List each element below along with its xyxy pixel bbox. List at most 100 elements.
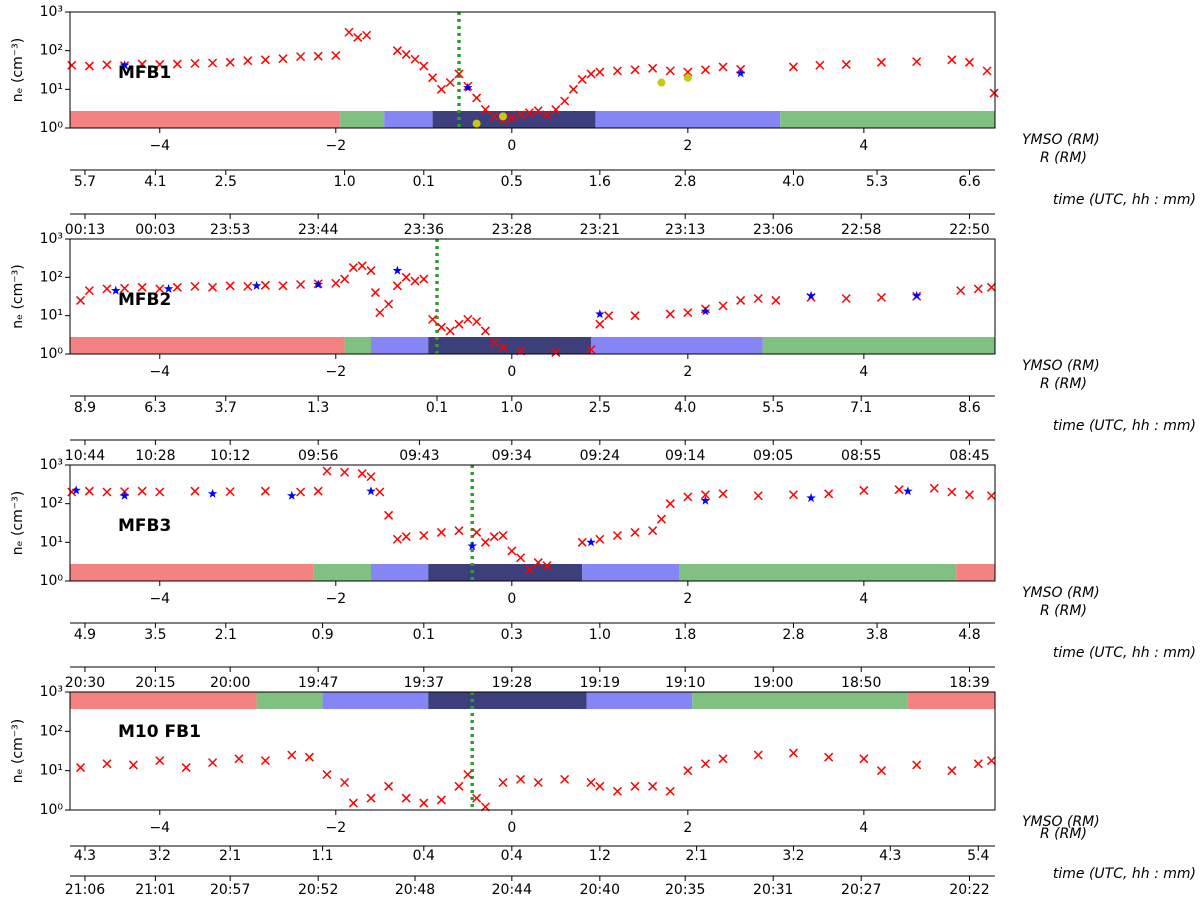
x-tick-label: 4 [859, 591, 868, 607]
cross-marker [454, 781, 464, 791]
y-tick-label: 10² [40, 723, 63, 739]
r-tick-label: 8.9 [74, 400, 96, 416]
cross-marker [841, 59, 851, 69]
star-marker [119, 60, 130, 70]
x-tick-label: 4 [859, 138, 868, 154]
r-tick-label: 3.7 [215, 400, 237, 416]
r-tick-label: 0.3 [501, 627, 523, 643]
star-marker [207, 488, 218, 498]
r-tick-label: 0.5 [501, 174, 523, 190]
star-marker [903, 486, 913, 496]
cross-marker [498, 342, 508, 352]
r-tick-label: 1.3 [307, 400, 329, 416]
r-tick-label: 2.1 [219, 848, 241, 864]
x-axis-label: YMSO (RM) [1022, 132, 1100, 148]
r-tick-label: 6.3 [144, 400, 166, 416]
cross-marker [190, 281, 200, 291]
region-bar [595, 111, 781, 128]
cross-marker [560, 96, 570, 106]
r-tick-label: 5.7 [74, 174, 96, 190]
region-bar [907, 692, 995, 709]
x-tick-label: 2 [683, 591, 692, 607]
cross-marker [392, 46, 402, 56]
cross-marker [524, 564, 534, 574]
cross-marker [84, 61, 94, 71]
time-tick-label: 10:44 [65, 448, 105, 464]
star-marker [251, 280, 262, 290]
cross-marker [648, 63, 658, 73]
x-tick-label: −4 [149, 138, 170, 154]
cross-marker [401, 793, 411, 803]
region-bar [428, 564, 583, 581]
time-tick-label: 09:14 [665, 448, 705, 464]
cross-marker [84, 486, 94, 496]
r-tick-label: 1.1 [311, 848, 333, 864]
cross-marker [362, 30, 372, 40]
r-tick-label: 4.8 [958, 627, 980, 643]
region-bar [70, 564, 314, 581]
panel-label: MFB3 [118, 516, 171, 536]
cross-marker [524, 108, 534, 118]
star-marker [806, 290, 816, 300]
time-tick-label: 19:19 [580, 675, 620, 691]
cross-marker [912, 760, 922, 770]
cross-marker [102, 60, 112, 70]
cross-marker [340, 274, 350, 284]
cross-marker [480, 326, 490, 336]
y-tick-label: 10¹ [40, 308, 63, 324]
cross-marker [243, 281, 253, 291]
cross-marker [507, 113, 517, 123]
cross-marker [84, 286, 94, 296]
cross-marker [76, 295, 86, 305]
axes-frame [69, 464, 996, 582]
cross-marker [331, 50, 341, 61]
x-tick-label: −2 [325, 591, 346, 607]
cross-marker [419, 274, 429, 284]
cross-marker [296, 52, 306, 62]
cross-marker [260, 280, 270, 290]
region-bar [313, 564, 371, 581]
cross-marker [260, 486, 270, 496]
r-tick-label: 2.8 [782, 627, 804, 643]
time-tick-label: 09:43 [399, 448, 439, 464]
cross-marker [876, 292, 886, 302]
cross-marker [516, 553, 526, 563]
time-tick-label: 20:40 [580, 882, 620, 898]
cross-marker [463, 769, 473, 780]
r-tick-label: 1.0 [333, 174, 355, 190]
cross-marker [296, 279, 306, 290]
r-tick-label: 3.8 [866, 627, 888, 643]
r-tick-label: 4.1 [144, 174, 166, 190]
y-tick-label: 10² [40, 496, 63, 512]
cross-marker [973, 759, 983, 769]
cross-marker [172, 59, 182, 69]
cross-marker [560, 774, 570, 784]
x-axis-label: YMSO (RM) [1022, 358, 1100, 374]
cross-marker [480, 537, 490, 547]
cross-marker [947, 487, 957, 497]
cross-marker [586, 69, 596, 79]
cross-marker [260, 756, 270, 766]
cross-marker [463, 314, 473, 324]
cross-marker [137, 282, 147, 292]
cross-marker [753, 293, 763, 304]
time-tick-label: 09:05 [753, 448, 793, 464]
cross-marker [586, 777, 596, 788]
cross-marker [612, 66, 622, 76]
cross-marker [208, 282, 218, 292]
cross-marker [700, 490, 710, 500]
cross-marker [718, 301, 728, 311]
time-axis-label: time (UTC, hh : mm) [1053, 418, 1196, 434]
cross-marker [700, 759, 710, 769]
cross-marker [700, 65, 710, 75]
y-tick-label: 10³ [40, 684, 63, 700]
cross-marker [665, 786, 675, 796]
cross-marker [771, 295, 781, 305]
cross-marker [120, 283, 130, 293]
cross-marker [912, 57, 922, 67]
r-tick-label: 3.2 [149, 848, 171, 864]
cross-marker [894, 485, 904, 495]
cross-marker [683, 67, 693, 77]
cross-marker [533, 777, 543, 788]
x-tick-label: 2 [683, 364, 692, 380]
